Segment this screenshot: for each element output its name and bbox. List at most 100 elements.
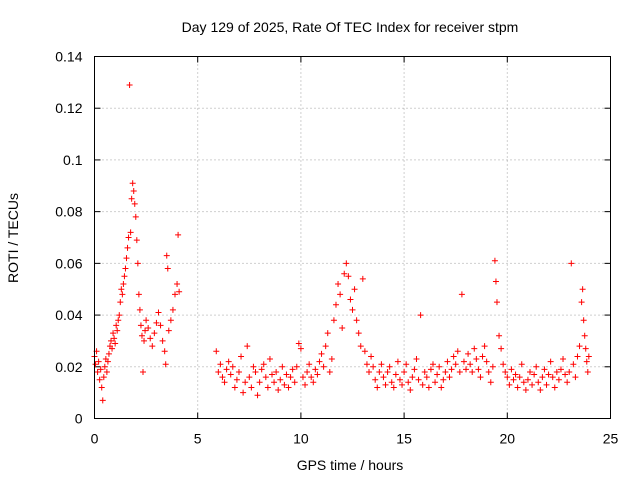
data-point <box>378 361 385 368</box>
data-point <box>310 379 317 386</box>
data-point <box>92 361 99 368</box>
data-point <box>213 348 220 355</box>
data-point <box>120 281 127 288</box>
data-point <box>448 366 455 373</box>
data-point <box>560 356 567 363</box>
data-point <box>275 387 282 394</box>
data-point <box>578 299 585 306</box>
data-point <box>555 376 562 383</box>
data-point <box>335 281 342 288</box>
data-point <box>136 306 143 313</box>
y-tick-label: 0 <box>75 411 83 427</box>
data-point <box>551 384 558 391</box>
data-point <box>349 306 356 313</box>
y-tick-label: 0.12 <box>55 100 82 116</box>
data-point <box>242 379 249 386</box>
y-tick-label: 0.14 <box>55 49 82 65</box>
data-point <box>485 368 492 375</box>
data-point <box>221 379 228 386</box>
data-point <box>269 371 276 378</box>
data-point <box>103 368 110 375</box>
data-point <box>436 363 443 370</box>
data-point <box>496 332 503 339</box>
data-point <box>411 366 418 373</box>
data-point <box>109 345 116 352</box>
data-point <box>533 363 540 370</box>
data-point <box>94 368 101 375</box>
data-point <box>423 374 430 381</box>
data-point <box>289 366 296 373</box>
data-point <box>231 384 238 391</box>
data-point <box>467 361 474 368</box>
data-point <box>95 358 102 365</box>
x-axis-label: GPS time / hours <box>297 457 404 473</box>
data-point <box>537 387 544 394</box>
x-tick-label: 20 <box>500 431 516 447</box>
data-point <box>306 361 313 368</box>
data-point <box>370 363 377 370</box>
data-point <box>254 392 261 399</box>
data-point <box>491 257 498 264</box>
data-point <box>454 348 461 355</box>
data-point <box>481 343 488 350</box>
data-point <box>580 317 587 324</box>
data-point <box>131 200 138 207</box>
data-point <box>405 379 412 386</box>
data-point <box>215 368 222 375</box>
data-point <box>238 353 245 360</box>
data-point <box>524 376 531 383</box>
data-point <box>574 353 581 360</box>
data-point <box>347 296 354 303</box>
data-point <box>134 260 141 267</box>
x-tick-label: 25 <box>603 431 619 447</box>
data-point <box>469 368 476 375</box>
data-point <box>108 337 115 344</box>
data-point <box>122 265 129 272</box>
data-point <box>279 363 286 370</box>
data-point <box>386 363 393 370</box>
data-point <box>266 356 273 363</box>
data-point <box>535 379 542 386</box>
data-point <box>271 379 278 386</box>
data-point <box>119 291 126 298</box>
data-point <box>240 389 247 396</box>
data-point <box>297 345 304 352</box>
data-point <box>512 371 519 378</box>
data-point <box>584 368 591 375</box>
data-point <box>175 231 182 238</box>
data-point <box>141 337 148 344</box>
data-point <box>135 291 142 298</box>
data-point <box>345 273 352 280</box>
y-tick-label: 0.08 <box>55 204 82 220</box>
data-point <box>543 381 550 388</box>
data-point <box>562 371 569 378</box>
data-point <box>361 348 368 355</box>
data-point <box>357 343 364 350</box>
data-point <box>252 368 259 375</box>
data-point <box>302 381 309 388</box>
data-point <box>452 361 459 368</box>
data-point <box>475 366 482 373</box>
data-point <box>585 353 592 360</box>
data-point <box>244 343 251 350</box>
data-point <box>281 381 288 388</box>
data-point <box>99 397 106 404</box>
data-point <box>285 384 292 391</box>
data-point <box>130 187 137 194</box>
data-point <box>164 265 171 272</box>
data-point <box>219 374 226 381</box>
data-point <box>438 384 445 391</box>
data-point <box>223 366 230 373</box>
data-point <box>477 374 484 381</box>
x-tick-label: 10 <box>293 431 309 447</box>
data-point <box>124 244 131 251</box>
data-point <box>143 317 150 324</box>
data-point <box>520 379 527 386</box>
data-point <box>506 381 513 388</box>
data-point <box>564 379 571 386</box>
data-point <box>235 368 242 375</box>
data-point <box>557 366 564 373</box>
data-point <box>128 195 135 202</box>
data-point <box>473 356 480 363</box>
data-point <box>392 371 399 378</box>
